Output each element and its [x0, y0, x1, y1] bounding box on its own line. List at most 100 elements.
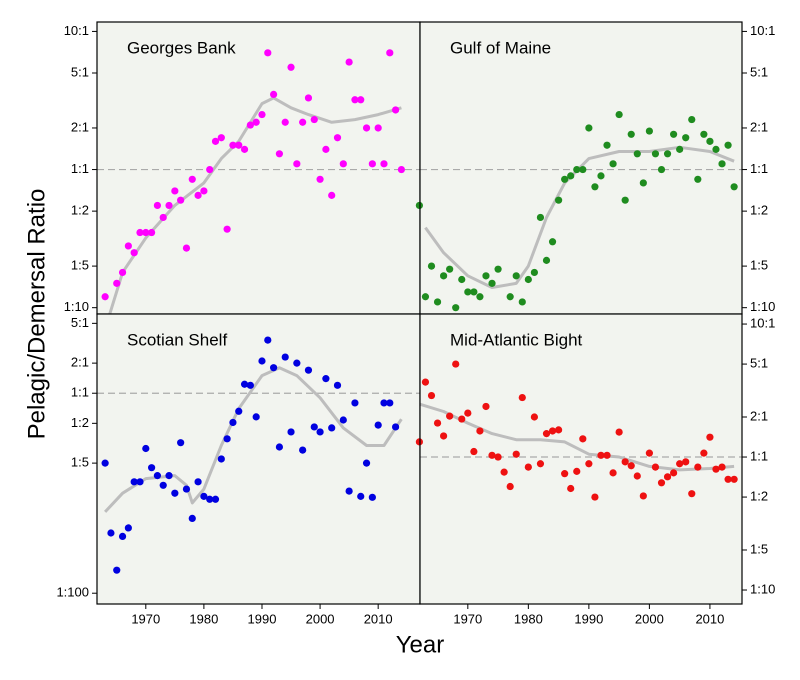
point — [246, 121, 254, 129]
point — [676, 145, 684, 153]
point — [530, 268, 538, 277]
point — [573, 467, 581, 475]
point — [113, 566, 121, 574]
point — [188, 514, 196, 522]
point — [694, 463, 702, 471]
point — [627, 462, 635, 470]
y-tick-label: 5:1 — [71, 315, 89, 330]
point — [351, 399, 359, 407]
y-tick-label: 1:2 — [750, 489, 768, 504]
point — [299, 446, 307, 454]
point — [386, 399, 394, 407]
point — [159, 481, 167, 489]
x-tick-label: 2010 — [695, 611, 724, 626]
point — [240, 380, 249, 388]
point — [386, 49, 394, 57]
panel — [420, 314, 742, 604]
point — [458, 415, 466, 423]
point — [482, 272, 490, 280]
point — [476, 293, 484, 301]
point — [615, 110, 623, 119]
point — [235, 407, 243, 415]
point — [470, 447, 478, 456]
point — [670, 469, 678, 477]
point — [542, 430, 551, 438]
point — [633, 150, 641, 158]
point — [536, 213, 545, 222]
point — [688, 115, 696, 124]
point — [718, 463, 726, 471]
point — [718, 160, 726, 168]
point — [615, 428, 623, 436]
y-tick-label: 2:1 — [71, 119, 89, 134]
point — [573, 165, 581, 174]
point — [264, 49, 272, 57]
point — [194, 478, 202, 486]
panel-border — [419, 313, 743, 605]
point — [357, 492, 365, 500]
point — [252, 413, 260, 421]
y-tick-label: 5:1 — [750, 64, 768, 79]
point — [730, 183, 738, 191]
x-tick-label: 1970 — [131, 611, 160, 626]
point — [700, 130, 708, 138]
y-tick-label: 2:1 — [750, 119, 768, 134]
point — [415, 201, 423, 210]
point — [229, 418, 237, 427]
point — [512, 272, 520, 280]
point — [579, 165, 587, 174]
point — [380, 160, 388, 168]
point — [107, 529, 115, 537]
point — [482, 402, 490, 411]
point — [240, 145, 249, 153]
point — [165, 201, 173, 210]
point — [464, 409, 472, 417]
panel-title: Georges Bank — [127, 38, 236, 57]
point — [633, 472, 641, 480]
point — [561, 175, 569, 183]
point — [142, 444, 150, 453]
panel — [97, 22, 420, 314]
point — [328, 424, 336, 432]
point — [310, 115, 318, 124]
point — [258, 110, 266, 119]
point — [433, 298, 442, 306]
point — [374, 421, 382, 429]
point — [264, 336, 272, 344]
point — [270, 364, 278, 372]
point — [494, 265, 502, 273]
point — [206, 165, 214, 174]
point — [136, 228, 144, 237]
point — [706, 137, 714, 145]
y-tick-label: 5:1 — [750, 356, 768, 371]
point — [585, 124, 593, 132]
point — [639, 179, 647, 187]
point — [712, 465, 720, 473]
y-tick-label: 1:2 — [71, 415, 89, 430]
point — [494, 453, 502, 461]
point — [322, 375, 330, 383]
point — [639, 492, 647, 500]
point — [682, 458, 690, 466]
point — [548, 427, 557, 435]
point — [275, 150, 284, 158]
y-tick-label: 1:5 — [71, 258, 89, 273]
point — [392, 423, 400, 431]
point — [322, 145, 330, 153]
point — [397, 165, 406, 174]
y-tick-label: 10:1 — [750, 23, 775, 38]
point — [316, 428, 324, 436]
point — [333, 381, 342, 389]
y-tick-label: 5:1 — [71, 64, 89, 79]
point — [682, 134, 690, 142]
point — [217, 455, 225, 463]
point — [182, 485, 191, 493]
smooth-line — [418, 402, 735, 472]
point — [113, 279, 121, 287]
point — [148, 228, 156, 237]
point — [235, 141, 243, 149]
y-tick-label: 10:1 — [750, 315, 775, 330]
point — [657, 479, 666, 487]
point — [524, 275, 532, 284]
